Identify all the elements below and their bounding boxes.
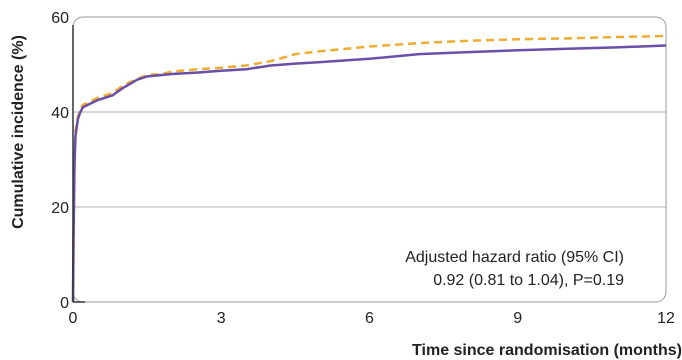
x-tick-label: 0 — [69, 310, 78, 327]
x-axis-title: Time since randomisation (months) — [412, 342, 682, 359]
grid-lines — [73, 111, 666, 208]
hazard-ratio-label: Adjusted hazard ratio (95% CI) — [405, 249, 624, 266]
x-tick-label: 6 — [365, 310, 374, 327]
x-tick-label: 9 — [513, 310, 522, 327]
x-tick-label: 3 — [217, 310, 226, 327]
y-axis-title: Cumulative incidence (%) — [10, 35, 27, 229]
y-tick-label: 40 — [51, 105, 69, 122]
tick-labels: 0 20 40 60 0 3 6 9 12 — [51, 10, 675, 327]
y-tick-label: 20 — [51, 200, 69, 217]
hazard-ratio-value: 0.92 (0.81 to 1.04), P=0.19 — [433, 272, 624, 289]
y-tick-label: 0 — [60, 295, 69, 312]
axes — [72, 25, 85, 303]
series-line-2 — [71, 44, 667, 303]
y-tick-label: 60 — [51, 10, 69, 27]
series-layer — [71, 34, 667, 303]
x-tick-label: 12 — [657, 310, 675, 327]
